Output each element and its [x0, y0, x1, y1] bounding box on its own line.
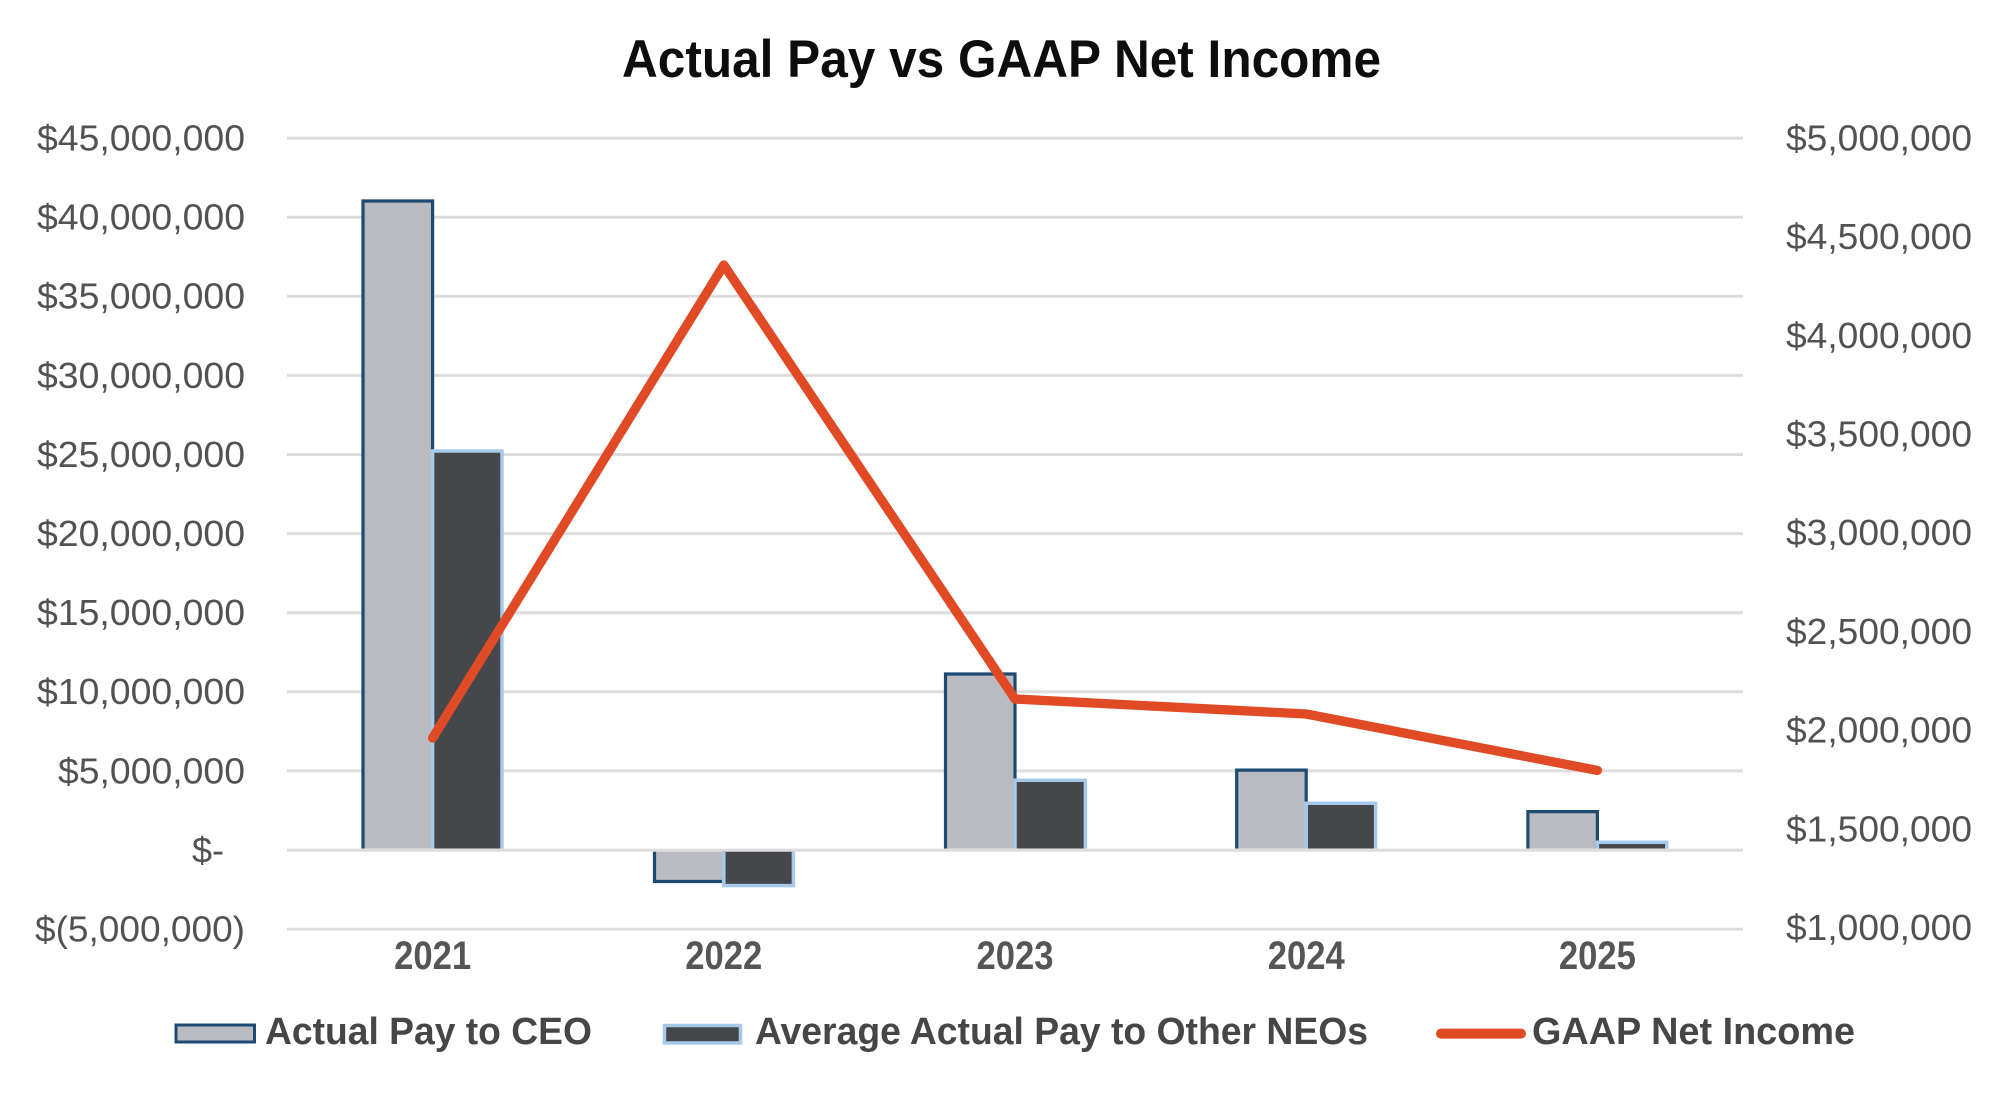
- svg-text:$(5,000,000): $(5,000,000): [35, 909, 245, 950]
- svg-text:$40,000,000: $40,000,000: [37, 197, 245, 238]
- svg-text:2023: 2023: [977, 934, 1054, 978]
- svg-text:$5,000,000: $5,000,000: [1786, 118, 1972, 159]
- svg-text:$15,000,000: $15,000,000: [37, 592, 245, 633]
- svg-text:2024: 2024: [1268, 934, 1346, 978]
- svg-text:$25,000,000: $25,000,000: [37, 434, 245, 475]
- svg-text:$35,000,000: $35,000,000: [37, 276, 245, 317]
- svg-text:$-: $-: [192, 829, 224, 870]
- svg-text:Average Actual Pay to Other NE: Average Actual Pay to Other NEOs: [755, 1011, 1368, 1053]
- svg-text:$4,000,000: $4,000,000: [1786, 315, 1972, 356]
- svg-text:$3,000,000: $3,000,000: [1786, 512, 1972, 553]
- svg-text:$3,500,000: $3,500,000: [1786, 414, 1972, 455]
- svg-text:$1,000,000: $1,000,000: [1786, 907, 1972, 948]
- svg-text:$4,500,000: $4,500,000: [1786, 216, 1972, 257]
- svg-text:Actual Pay to CEO: Actual Pay to CEO: [265, 1011, 592, 1053]
- svg-text:$1,500,000: $1,500,000: [1786, 808, 1972, 849]
- svg-text:$10,000,000: $10,000,000: [37, 671, 245, 712]
- svg-text:$2,500,000: $2,500,000: [1786, 611, 1972, 652]
- svg-text:$30,000,000: $30,000,000: [37, 355, 245, 396]
- svg-text:2021: 2021: [394, 934, 471, 978]
- svg-text:2025: 2025: [1559, 934, 1636, 978]
- svg-text:$5,000,000: $5,000,000: [58, 750, 245, 791]
- svg-text:2022: 2022: [685, 934, 762, 978]
- svg-text:$45,000,000: $45,000,000: [37, 118, 245, 159]
- svg-text:Actual Pay vs GAAP Net Income: Actual Pay vs GAAP Net Income: [622, 30, 1381, 89]
- svg-text:$20,000,000: $20,000,000: [37, 513, 245, 554]
- svg-text:GAAP Net Income: GAAP Net Income: [1532, 1011, 1855, 1053]
- svg-text:$2,000,000: $2,000,000: [1786, 710, 1972, 751]
